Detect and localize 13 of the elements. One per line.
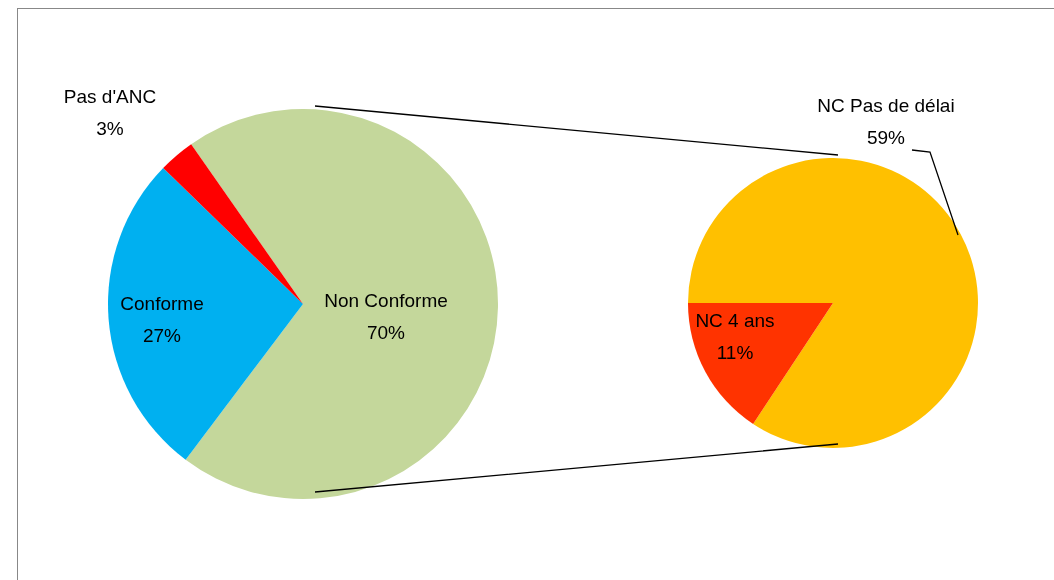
pie-slice [688, 303, 833, 425]
data-label: 3% [96, 118, 124, 139]
slice-label: NC 4 ans [695, 310, 775, 331]
data-label: 11% [716, 342, 754, 363]
data-label: 70% [366, 322, 406, 343]
pie-slice [688, 158, 978, 448]
slice-label: NC Pas de délai [817, 95, 955, 116]
data-label: 59% [866, 127, 906, 148]
slice-label: Conforme [120, 293, 204, 314]
data-label: 27% [142, 325, 182, 346]
slice-label: Pas d'ANC [63, 86, 157, 107]
slice-label: Non Conforme [324, 290, 448, 311]
pie-slice [108, 168, 303, 460]
